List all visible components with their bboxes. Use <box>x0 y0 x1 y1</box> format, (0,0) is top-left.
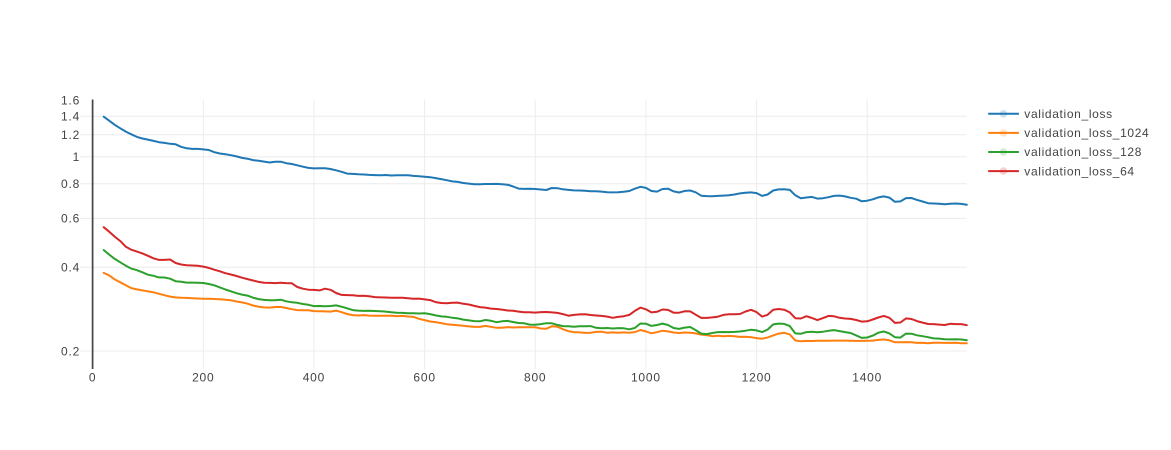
svg-text:0: 0 <box>89 370 96 384</box>
svg-text:1.6: 1.6 <box>61 93 80 107</box>
svg-text:400: 400 <box>303 370 325 384</box>
svg-text:validation_loss: validation_loss <box>1024 107 1112 121</box>
svg-text:0.2: 0.2 <box>61 344 80 358</box>
svg-text:1.2: 1.2 <box>61 128 80 142</box>
svg-text:0.4: 0.4 <box>61 261 80 275</box>
svg-text:0.8: 0.8 <box>61 177 80 191</box>
svg-text:validation_loss_128: validation_loss_128 <box>1024 145 1142 159</box>
svg-text:1.4: 1.4 <box>61 110 80 124</box>
svg-text:0.6: 0.6 <box>61 212 80 226</box>
svg-text:1400: 1400 <box>852 370 882 384</box>
svg-text:800: 800 <box>524 370 546 384</box>
svg-text:1000: 1000 <box>631 370 661 384</box>
svg-text:200: 200 <box>192 370 214 384</box>
svg-text:validation_loss_64: validation_loss_64 <box>1024 164 1134 178</box>
svg-text:600: 600 <box>413 370 435 384</box>
svg-text:1200: 1200 <box>742 370 772 384</box>
svg-text:1: 1 <box>73 150 80 164</box>
svg-text:validation_loss_1024: validation_loss_1024 <box>1024 126 1149 140</box>
